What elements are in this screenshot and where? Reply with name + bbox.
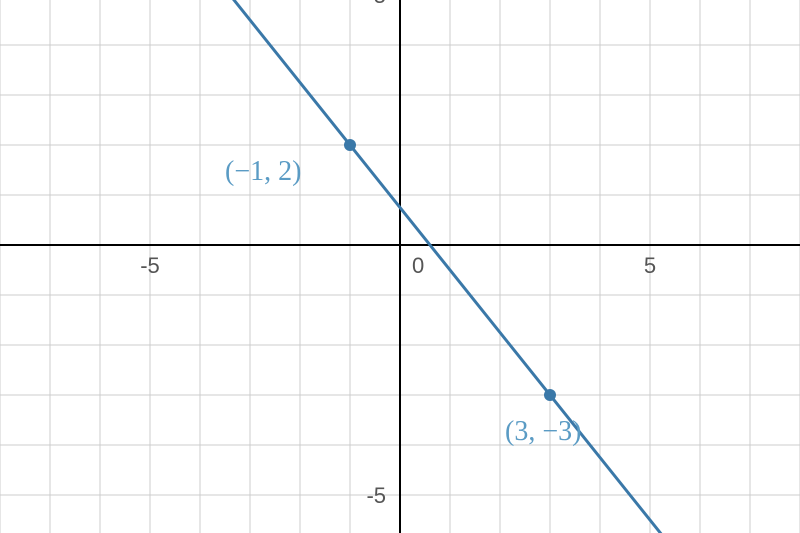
y-tick-label: -5 [366,483,386,508]
coordinate-plane-chart: -5 0 5 5 -5 (−1, 2) (3, −3) [0,0,800,533]
plotted-line [190,0,670,533]
plot-point [344,139,356,151]
point-label: (3, −3) [505,416,581,447]
x-tick-label: 0 [412,253,424,278]
y-tick-label: 5 [374,0,386,8]
chart-svg: -5 0 5 5 -5 (−1, 2) (3, −3) [0,0,800,533]
plot-point [544,389,556,401]
x-tick-label: -5 [140,253,160,278]
x-tick-label: 5 [644,253,656,278]
point-label: (−1, 2) [225,156,301,187]
